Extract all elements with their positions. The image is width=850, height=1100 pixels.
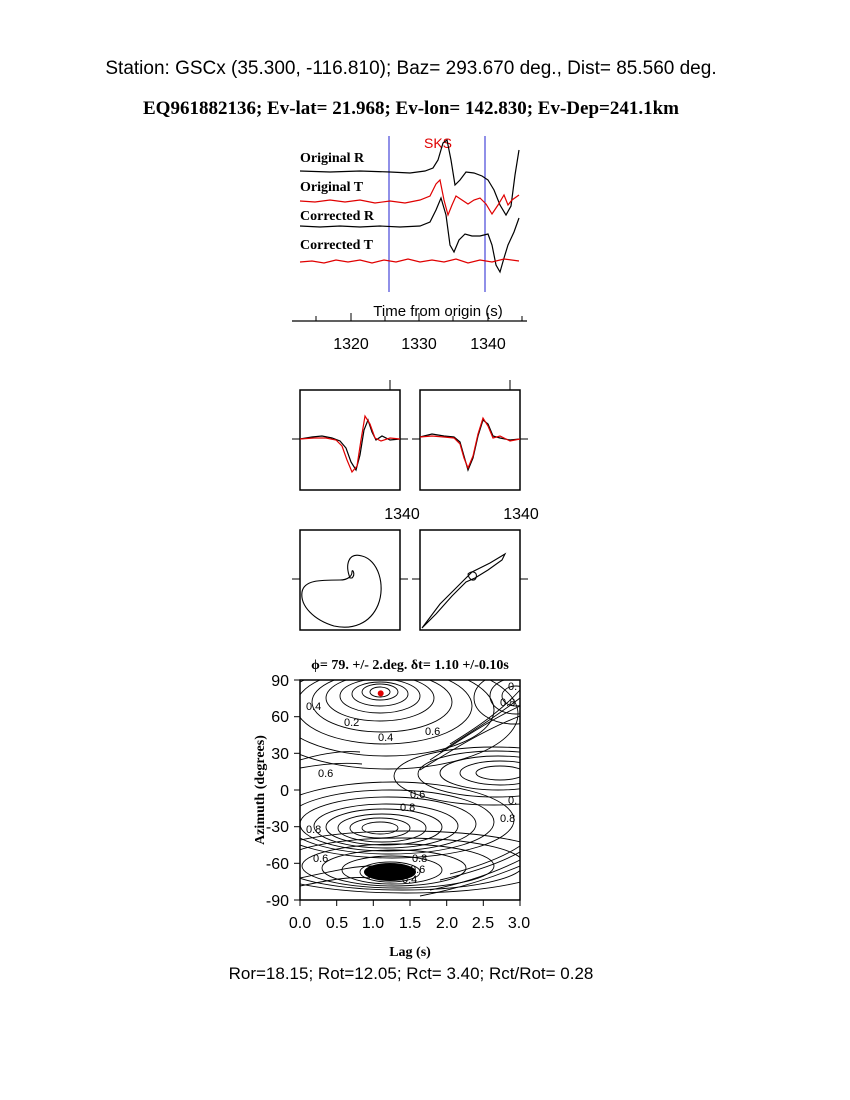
contour-label: 0.6 [425,726,440,738]
trace-label-original-r: Original R [300,151,365,166]
trace-original-r [299,138,520,217]
contour-label: 0.8 [306,824,321,836]
station-info: Station: GSCx (35.300, -116.810); Baz= 2… [105,58,717,79]
contour-label: 0.8 [500,813,515,825]
contour-label: 0. [508,681,517,693]
trace-corrected-t [299,258,520,264]
trace-label-corrected-t: Corrected T [300,238,374,253]
y-tick-label: 30 [271,746,289,763]
y-axis [294,679,300,901]
trace-label-original-t: Original T [300,180,364,195]
contour-label: 0.6 [410,864,425,876]
y-tick-label: -30 [266,819,289,836]
contour-dark-core [364,863,416,881]
event-info: EQ961882136; Ev-lat= 21.968; Ev-lon= 142… [143,98,679,119]
time-axis-label: Time from origin (s) [373,303,502,320]
best-fit-marker [377,690,384,697]
contour-label: 0.8 [500,697,515,709]
x-tick-label: 1.0 [362,915,384,932]
x-tick-label: 3.0 [508,915,530,932]
trace-corrected-r [299,196,520,274]
x-tick-label: 2.5 [472,915,494,932]
trace-label-corrected-r: Corrected R [300,209,375,224]
particle-box-corrected [419,529,521,631]
contour-label: 0.4 [306,701,321,713]
x-tick-label: 0.5 [326,915,348,932]
contour-field [300,680,520,897]
particle-motion-corrected [421,552,507,629]
overlay-box-corrected [419,389,521,491]
energy-grid-panel: ϕ= 79. +/- 2.deg. δt= 1.10 +/-0.10s [253,658,530,960]
y-tick-label: 60 [271,709,289,726]
contour-label: 0.8 [400,802,415,814]
particle-motion-corrected-loop [467,571,477,581]
contour-label: 0.2 [344,717,359,729]
y-tick-label: 90 [271,673,289,690]
overlay-original-red [299,414,401,474]
energy-grid-title: ϕ= 79. +/- 2.deg. δt= 1.10 +/-0.10s [311,658,509,673]
overlay-time-label: 1340 [384,506,420,523]
overlay-time-label: 1340 [503,506,539,523]
x-tick-label: 1.5 [399,915,421,932]
contour-label: 0.4 [378,732,393,744]
trace-original-t [299,178,520,217]
time-tick-label: 1340 [470,336,506,353]
y-axis-label: Azimuth (degrees) [253,735,268,845]
time-tick-label: 1330 [401,336,437,353]
particle-motion-panel [292,529,528,631]
particle-motion-original [301,554,382,628]
contour-label: 0.6 [318,768,333,780]
splitting-ratios: Ror=18.15; Rot=12.05; Rct= 3.40; Rct/Rot… [228,964,594,983]
time-tick-label: 1320 [333,336,369,353]
x-tick-label: 2.0 [436,915,458,932]
phase-label: SKS [424,135,452,151]
x-axis-label: Lag (s) [389,945,431,960]
overlay-box-original [299,389,401,491]
x-tick-label: 0.0 [289,915,311,932]
seismogram-panel: SKS Original R Original T Corrected R Co… [292,135,527,353]
particle-box-original [299,529,401,631]
contour-label: 0.4 [402,874,417,886]
y-tick-label: 0 [280,783,289,800]
overlay-original-black [299,418,401,472]
y-tick-label: -90 [266,893,289,910]
waveform-overlay-panel: 1340 1340 [292,380,539,523]
contour-label: 0.6 [410,789,425,801]
contour-label: 0.8 [412,853,427,865]
overlay-corrected-red [419,416,521,470]
overlay-corrected-black [419,418,521,472]
x-axis [299,900,521,906]
contour-label: 0. [508,795,517,807]
y-tick-label: -60 [266,856,289,873]
contour-label: 0.6 [313,853,328,865]
